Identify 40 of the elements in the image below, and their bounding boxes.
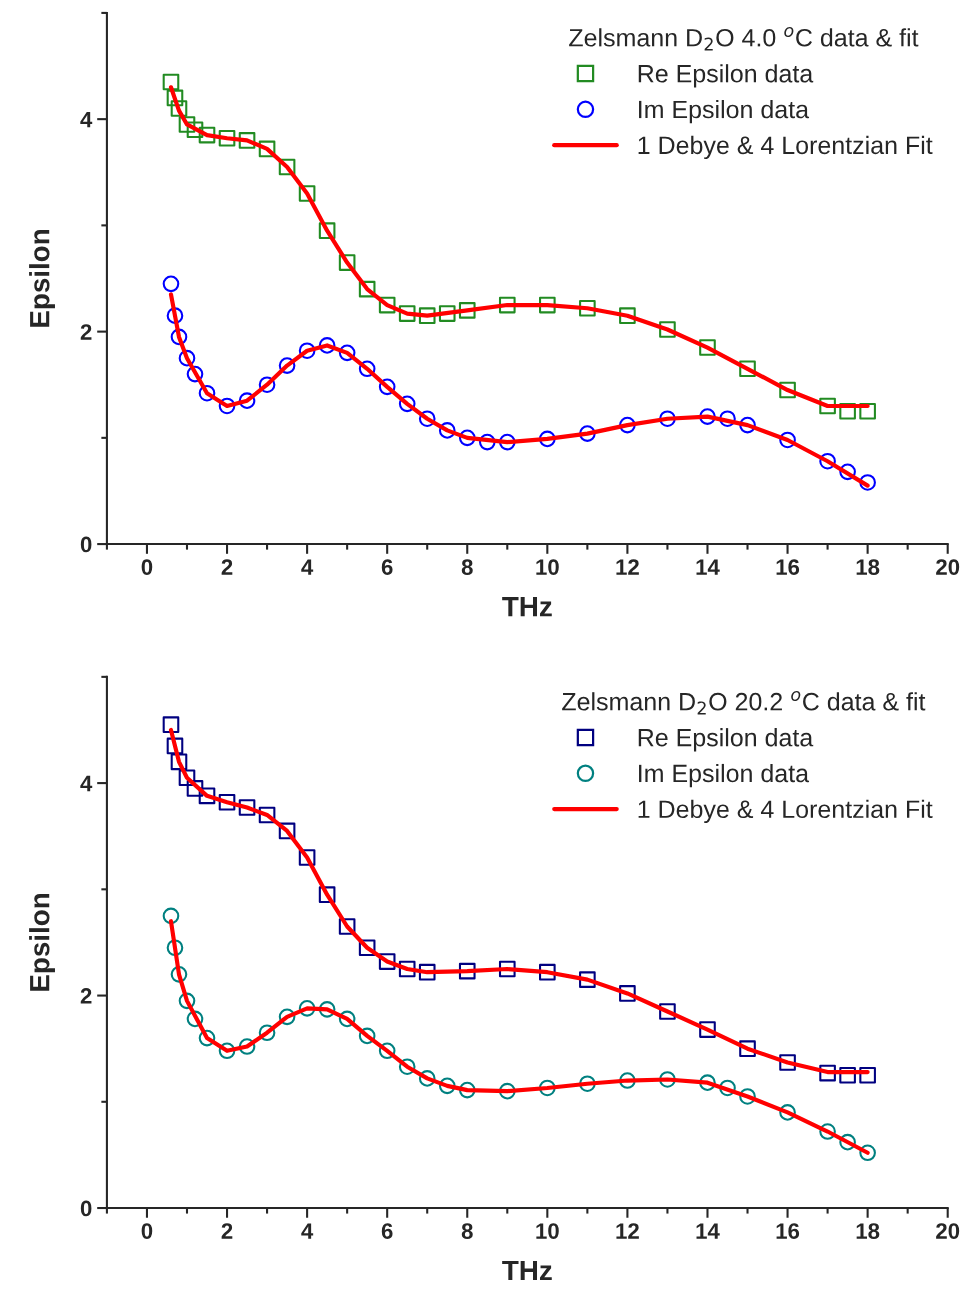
x-tick-label: 16	[776, 1223, 800, 1239]
legend-label: Re Epsilon data	[638, 728, 814, 752]
x-tick-label: 0	[141, 559, 153, 575]
x-tick-label: 0	[141, 1223, 153, 1239]
x-tick-label: 6	[381, 1223, 393, 1239]
x-tick-label: 8	[461, 559, 473, 575]
x-tick-label: 14	[696, 559, 720, 575]
x-tick-label: 18	[856, 559, 880, 575]
legend-title: Zelsmann D$_{2}$O 4.0 $^{o}$C data & fit	[569, 26, 919, 51]
legend-label: Im Epsilon data	[639, 763, 810, 788]
x-tick-label: 6	[381, 559, 393, 575]
x-tick-label: 2	[221, 1223, 233, 1239]
x-tick-label: 8	[461, 1223, 473, 1239]
x-tick-label: 20	[936, 559, 960, 575]
x-axis-title: THz	[502, 1261, 552, 1281]
x-tick-label: 12	[616, 1223, 639, 1239]
x-tick-label: 2	[221, 559, 233, 575]
legend-title: Zelsmann D$_{2}$O 20.2 $^{o}$C data & fit	[562, 690, 926, 715]
y-tick-label: 2	[80, 988, 92, 1004]
x-tick-label: 20	[936, 1223, 960, 1239]
x-tick-label: 12	[616, 559, 639, 575]
x-axis-title: THz	[502, 597, 552, 617]
legend-label: 1 Debye & 4 Lorentzian Fit	[638, 799, 933, 824]
legend-label: 1 Debye & 4 Lorentzian Fit	[638, 135, 933, 160]
x-tick-label: 4	[301, 559, 314, 575]
y-axis-title: Epsilon	[29, 894, 55, 991]
y-tick-label: 4	[80, 775, 93, 792]
x-tick-label: 10	[536, 559, 559, 575]
x-tick-label: 16	[776, 559, 800, 575]
legend-label: Re Epsilon data	[638, 64, 814, 88]
x-tick-label: 14	[696, 1223, 720, 1239]
legend-label: Im Epsilon data	[639, 99, 810, 124]
y-tick-label: 2	[80, 324, 92, 340]
y-tick-label: 0	[80, 536, 92, 553]
y-axis-title: Epsilon	[29, 230, 55, 327]
x-tick-label: 18	[856, 1223, 880, 1239]
x-tick-label: 10	[536, 1223, 559, 1239]
x-tick-label: 4	[301, 1223, 314, 1239]
y-tick-label: 0	[80, 1200, 92, 1217]
y-tick-label: 4	[80, 111, 93, 128]
